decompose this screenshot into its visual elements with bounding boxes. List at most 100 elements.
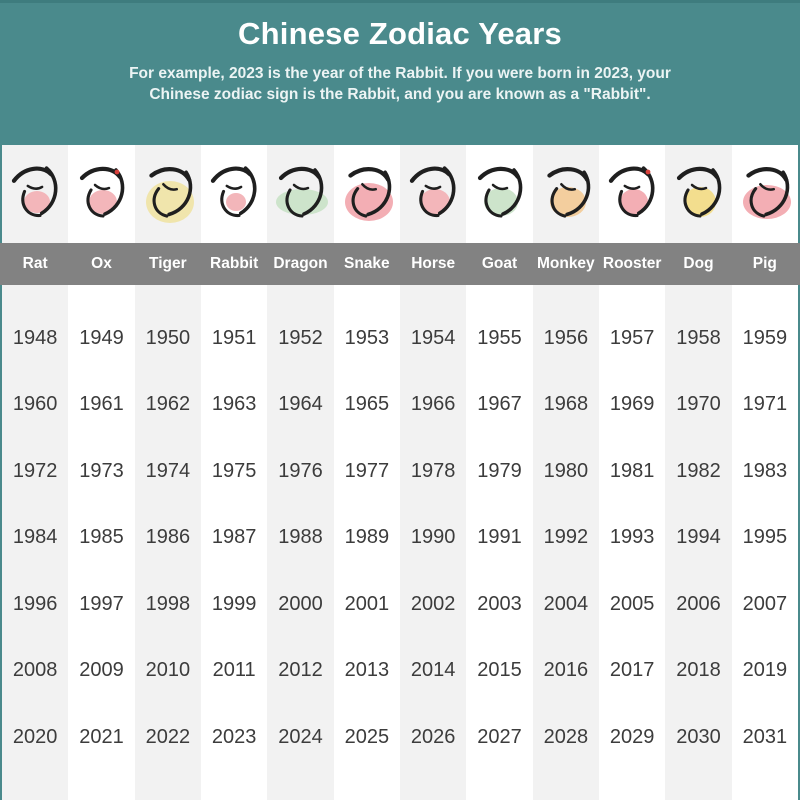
- animal-name-label-horse: Horse: [411, 255, 456, 272]
- goat-calligraphy-icon: [478, 166, 523, 218]
- year-cell: 1985: [79, 526, 124, 549]
- year-cell: 2008: [12, 659, 58, 682]
- year-cell: 2025: [344, 725, 390, 748]
- year-cell: 2015: [477, 659, 522, 682]
- year-cell: 1971: [742, 393, 788, 416]
- animal-name-label-tiger: Tiger: [149, 255, 187, 272]
- year-cell: 2029: [609, 725, 655, 748]
- year-cell: 1969: [609, 393, 655, 416]
- year-cell: 1979: [477, 459, 522, 482]
- year-cell: 1962: [145, 393, 191, 416]
- animal-name-label-pig: Pig: [752, 255, 777, 272]
- year-cell: 1984: [12, 526, 58, 549]
- zodiac-illustration-rooster: [599, 145, 665, 243]
- year-cell: 1952: [278, 326, 323, 349]
- year-cell: 2027: [477, 725, 522, 748]
- years-grid: 1948 1949 1950 1951 1952 1953 1954 1955 1956 1957…: [2, 285, 798, 800]
- year-cell: 1996: [12, 592, 58, 615]
- animal-name-label-rabbit: Rabbit: [210, 255, 259, 272]
- year-cell: 1975: [211, 459, 257, 482]
- year-cell: 1961: [79, 393, 124, 416]
- page-title: Chinese Zodiac Years: [238, 16, 562, 51]
- year-cell: 2006: [676, 592, 721, 615]
- subtitle-line-1: For example, 2023 is the year of the Rab…: [129, 65, 671, 82]
- year-cell: 1989: [344, 526, 390, 549]
- year-cell: 1948: [12, 326, 58, 349]
- rabbit-calligraphy-icon: [211, 166, 257, 218]
- year-cell: 1980: [543, 459, 589, 482]
- horse-calligraphy-icon: [410, 166, 456, 218]
- year-cell: 2017: [609, 659, 655, 682]
- year-cell: 1992: [543, 526, 589, 549]
- year-cell: 1956: [543, 326, 589, 349]
- zodiac-illustration-row: [2, 145, 798, 243]
- zodiac-illustration-ox: [68, 145, 134, 243]
- year-cell: 1963: [211, 393, 257, 416]
- zodiac-illustration-tiger: [135, 145, 201, 243]
- year-cell: 1982: [676, 459, 721, 482]
- year-cell: 1978: [410, 459, 456, 482]
- year-cell: 1977: [344, 459, 390, 482]
- zodiac-illustration-snake: [334, 145, 400, 243]
- year-cell: 1957: [609, 326, 655, 349]
- year-cell: 2013: [344, 659, 390, 682]
- year-cell: 2007: [742, 592, 788, 615]
- year-cell: 2031: [742, 725, 788, 748]
- year-cell: 1958: [676, 326, 721, 349]
- year-cell: 2030: [676, 725, 721, 748]
- zodiac-illustration-rat: [2, 145, 68, 243]
- year-cell: 2010: [145, 659, 191, 682]
- animal-name-label-dragon: Dragon: [273, 255, 328, 272]
- year-cell: 1990: [410, 526, 456, 549]
- year-cell: 1967: [477, 393, 522, 416]
- zodiac-illustration-horse: [400, 145, 466, 243]
- zodiac-illustration-pig: [732, 145, 798, 243]
- year-cell: 1950: [145, 326, 191, 349]
- dog-calligraphy-icon: [677, 166, 722, 218]
- year-cell: 1959: [742, 326, 788, 349]
- year-cell: 1966: [410, 393, 456, 416]
- year-cell: 1994: [676, 526, 721, 549]
- animal-name-label-monkey: Monkey: [536, 255, 595, 272]
- year-cell: 1997: [79, 592, 124, 615]
- year-cell: 1987: [211, 526, 257, 549]
- year-cell: 2018: [676, 659, 721, 682]
- year-cell: 1999: [211, 592, 257, 615]
- year-cell: 1981: [609, 459, 655, 482]
- year-cell: 1965: [344, 393, 390, 416]
- year-cell: 1960: [12, 393, 58, 416]
- subtitle-line-2: Chinese zodiac sign is the Rabbit, and y…: [149, 86, 651, 103]
- year-cell: 2005: [609, 592, 655, 615]
- year-cell: 2004: [543, 592, 589, 615]
- animal-name-label-ox: Ox: [91, 255, 112, 272]
- year-cell: 2019: [742, 659, 788, 682]
- year-cell: 1954: [410, 326, 456, 349]
- pig-calligraphy-icon: [742, 167, 791, 219]
- year-cell: 1988: [278, 526, 323, 549]
- year-cell: 1976: [278, 459, 323, 482]
- year-cell: 1998: [145, 592, 191, 615]
- year-cell: 1983: [742, 459, 788, 482]
- year-cell: 1951: [211, 326, 257, 349]
- ox-calligraphy-icon: [80, 166, 125, 218]
- animal-name-label-dog: Dog: [683, 255, 714, 272]
- zodiac-illustration-dragon: [267, 145, 333, 243]
- year-cell: 2023: [211, 725, 257, 748]
- year-cell: 1955: [477, 326, 522, 349]
- header: Chinese Zodiac Years For example, 2023 i…: [0, 0, 800, 145]
- year-cell: 2026: [410, 725, 456, 748]
- year-cell: 2012: [278, 659, 323, 682]
- year-cell: 1953: [344, 326, 390, 349]
- year-cell: 1968: [543, 393, 589, 416]
- zodiac-table: Rat Ox Tiger Rabbit Dragon Snake Horse Goat Monk…: [0, 145, 800, 800]
- year-cell: 2022: [145, 725, 191, 748]
- year-cell: 2000: [278, 592, 323, 615]
- year-cell: 2016: [543, 659, 589, 682]
- year-cell: 1972: [12, 459, 58, 482]
- year-cell: 1949: [79, 326, 124, 349]
- year-cell: 2003: [477, 592, 522, 615]
- year-cell: 1964: [278, 393, 323, 416]
- zodiac-illustration-dog: [665, 145, 731, 243]
- year-cell: 2024: [278, 725, 323, 748]
- year-cell: 2011: [212, 659, 256, 682]
